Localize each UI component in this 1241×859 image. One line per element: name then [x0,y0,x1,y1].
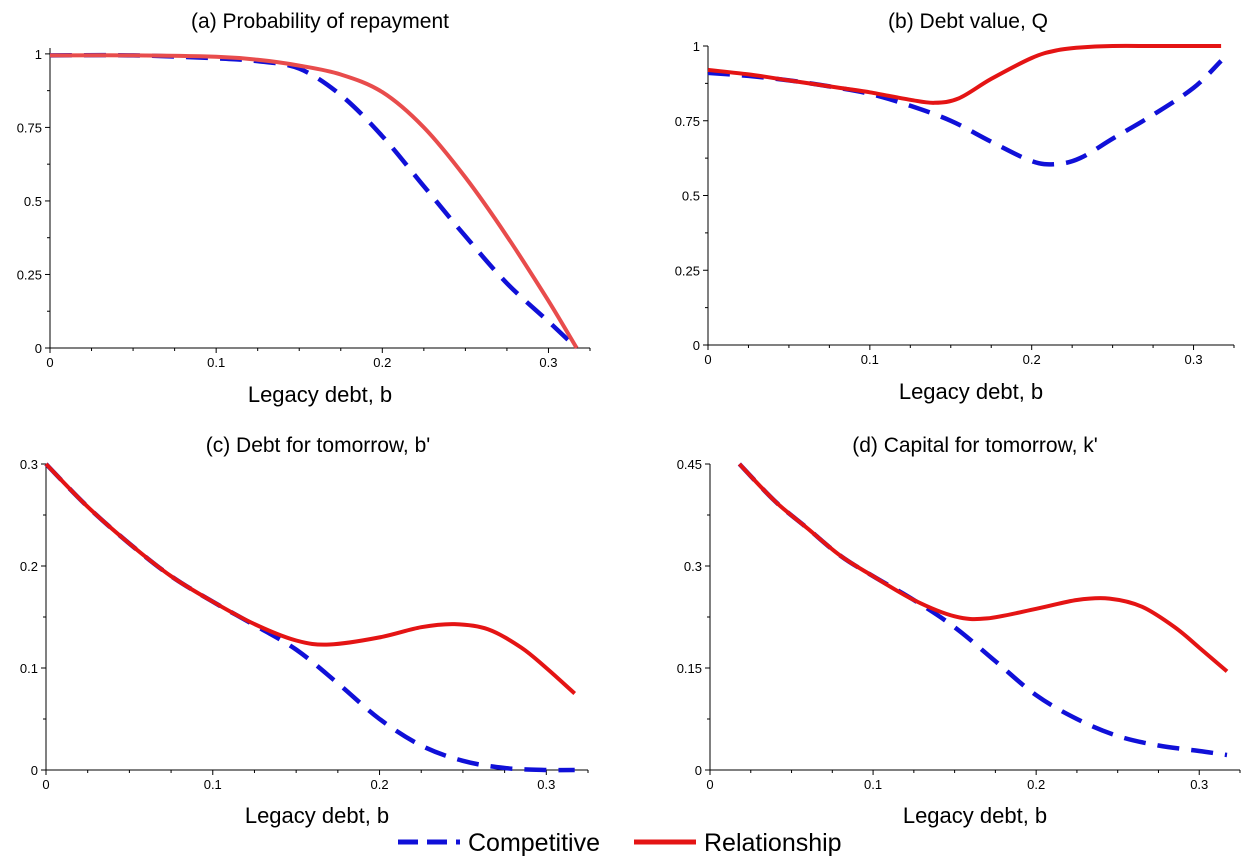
panel-d-series-relationship [737,462,1229,673]
panel-b-series-relationship [707,43,1222,105]
panel-c-x-label: Legacy debt, b [245,803,389,828]
legend: Competitive Relationship [398,829,842,857]
panel-c-series-competitive [44,462,575,773]
panel-a-y-tick-label: 0 [35,341,42,356]
panel-d-x-tick-label: 0.2 [1027,777,1045,792]
panel-a-title: (a) Probability of repayment [191,10,449,33]
panel-d-series-competitive [737,462,1228,758]
panel-b-x-tick-label: 0 [704,352,711,367]
panel-c-x-tick-label: 0.2 [370,777,388,792]
panel-c-x-tick-label: 0 [42,777,49,792]
legend-label-competitive: Competitive [468,829,600,857]
panel-a-y-tick-label: 0.75 [17,120,42,135]
panel-d-y-tick-label: 0.45 [677,457,702,472]
panel-c: (c) Debt for tomorrow, b' 0 0.1 0.2 0.3 0 0.1 0… [20,434,589,828]
panel-d-x-label: Legacy debt, b [903,803,1047,828]
panel-d-x-tick-label: 0 [706,777,713,792]
panel-b-x-tick-label: 0.3 [1184,352,1202,367]
panel-d-y-tick-label: 0 [695,763,702,778]
panel-c-y-tick-label: 0 [31,763,38,778]
panel-b-y-tick-label: 1 [693,39,700,54]
panel-d-y-tick-label: 0.3 [684,559,702,574]
panel-a-series-relationship [49,53,579,350]
panel-b-y-tick-label: 0.75 [675,114,700,129]
legend-label-relationship: Relationship [704,829,842,857]
panel-c-y-tick-label: 0.1 [20,661,38,676]
panel-c-series-relationship [44,462,577,696]
panel-b-x-tick-label: 0.1 [861,352,879,367]
panel-c-title: (c) Debt for tomorrow, b' [206,434,431,457]
panel-d-x-tick-label: 0.1 [864,777,882,792]
panel-b-y-tick-label: 0 [693,338,700,353]
panel-d-x-tick-label: 0.3 [1190,777,1208,792]
panel-b: (b) Debt value, Q 0 0.1 0.2 0.3 0 0.25 0.5 0.75 1… [675,10,1235,404]
panel-b-series-competitive [707,59,1223,167]
panel-a-y-tick-label: 1 [35,47,42,62]
panel-c-x-tick-label: 0.1 [204,777,222,792]
panel-a-y-tick-label: 0.5 [24,194,42,209]
panel-a-x-tick-label: 0 [46,355,53,370]
panel-b-y-tick-label: 0.25 [675,263,700,278]
panel-a: (a) Probability of repayment 0 0.1 0.2 0.3 0 0… [17,10,591,407]
panel-c-x-tick-label: 0.3 [537,777,555,792]
panel-b-y-tick-label: 0.5 [682,189,700,204]
panel-a-x-label: Legacy debt, b [248,382,392,407]
panel-a-series-competitive [49,52,579,350]
panel-c-y-tick-label: 0.3 [20,457,38,472]
panel-a-y-tick-label: 0.25 [17,267,42,282]
panel-b-x-tick-label: 0.2 [1023,352,1041,367]
panel-b-title: (b) Debt value, Q [888,10,1048,33]
panel-d-title: (d) Capital for tomorrow, k' [852,434,1098,457]
panel-b-x-label: Legacy debt, b [899,379,1043,404]
panel-a-x-tick-label: 0.2 [373,355,391,370]
panel-d: (d) Capital for tomorrow, k' 0 0.1 0.2 0.3 0 0… [677,434,1241,828]
panel-c-y-tick-label: 0.2 [20,559,38,574]
panel-a-x-tick-label: 0.1 [207,355,225,370]
panel-a-x-tick-label: 0.3 [539,355,557,370]
panel-d-y-tick-label: 0.15 [677,661,702,676]
